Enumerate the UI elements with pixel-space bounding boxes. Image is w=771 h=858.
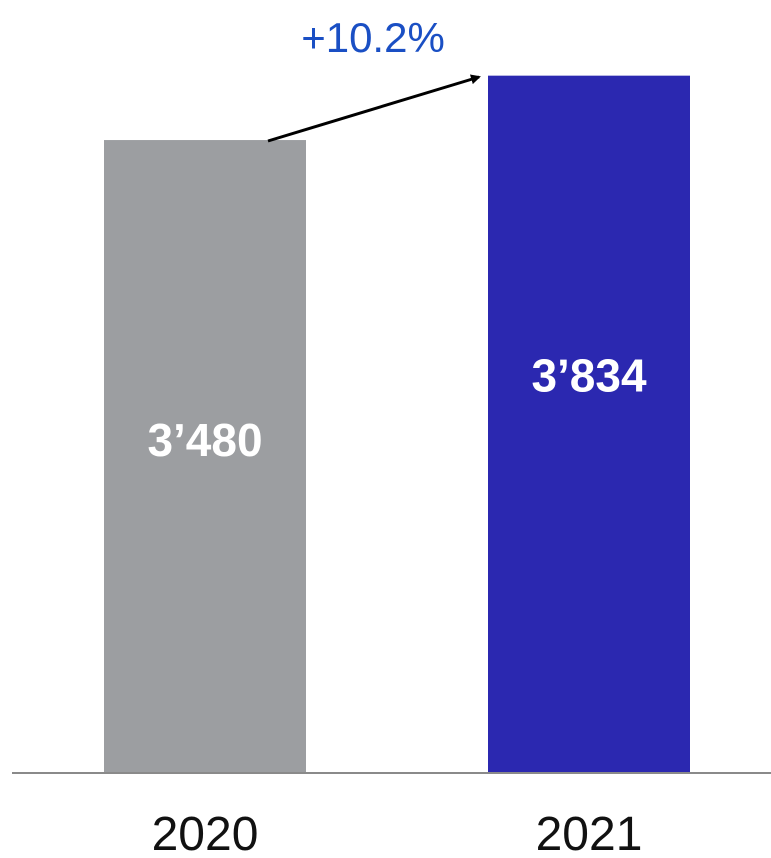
x-tick-label-2020: 2020 bbox=[152, 808, 259, 858]
growth-arrow bbox=[267, 74, 481, 143]
bars-layer bbox=[104, 75, 690, 773]
bar-2020 bbox=[104, 140, 306, 773]
bar-2021 bbox=[488, 75, 690, 773]
bar-value-label-2020: 3’480 bbox=[147, 414, 262, 466]
bar-value-label-2021: 3’834 bbox=[531, 350, 647, 402]
growth-label: +10.2% bbox=[301, 14, 445, 61]
x-tick-label-2021: 2021 bbox=[536, 808, 643, 858]
labels-layer: 3’480 2020 3’834 2021 bbox=[147, 350, 647, 858]
